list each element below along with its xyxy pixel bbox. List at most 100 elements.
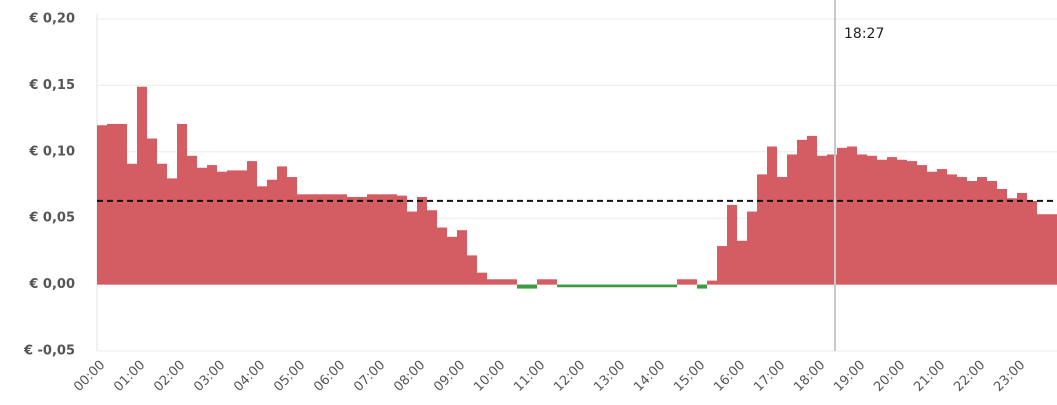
- x-tick-label: 19:00: [831, 358, 868, 395]
- x-tick-label: 00:00: [71, 358, 108, 395]
- bar: [487, 279, 497, 285]
- bar: [127, 163, 137, 285]
- bar: [297, 194, 307, 285]
- bar: [507, 279, 517, 285]
- x-tick-label: 20:00: [871, 358, 908, 395]
- x-tick-label: 02:00: [151, 358, 188, 395]
- bar: [617, 284, 627, 288]
- x-tick-label: 04:00: [231, 358, 268, 395]
- bar: [717, 246, 727, 285]
- bar: [287, 177, 297, 285]
- bar: [427, 210, 437, 285]
- y-tick-label: € 0,05: [28, 211, 75, 226]
- bar: [847, 146, 857, 285]
- bar: [597, 284, 607, 288]
- bar: [687, 279, 697, 285]
- bar: [697, 284, 707, 289]
- bar: [357, 196, 367, 285]
- x-tick-label: 17:00: [751, 358, 788, 395]
- x-tick-label: 23:00: [991, 358, 1028, 395]
- x-tick-label: 22:00: [951, 358, 988, 395]
- x-tick-label: 14:00: [631, 358, 668, 395]
- bar: [797, 139, 807, 285]
- bar: [967, 181, 977, 285]
- x-tick-label: 15:00: [671, 358, 708, 395]
- bar: [1007, 198, 1017, 285]
- bar: [407, 211, 417, 285]
- x-tick-label: 10:00: [471, 358, 508, 395]
- bar: [337, 194, 347, 285]
- x-tick-label: 05:00: [271, 358, 308, 395]
- y-tick-label: € 0,15: [28, 78, 75, 93]
- bar: [307, 194, 317, 285]
- bar: [767, 146, 777, 285]
- bar: [117, 123, 127, 285]
- x-tick-label: 13:00: [591, 358, 628, 395]
- bar: [1017, 192, 1027, 285]
- bar: [817, 155, 827, 285]
- bar: [557, 284, 567, 288]
- bar: [747, 211, 757, 285]
- bar: [417, 196, 427, 285]
- bar: [857, 154, 867, 285]
- x-tick-label: 01:00: [111, 358, 148, 395]
- bar: [1037, 214, 1047, 285]
- bar: [387, 194, 397, 285]
- bar: [207, 165, 217, 285]
- bar: [347, 196, 357, 285]
- bar: [877, 159, 887, 285]
- bar: [867, 155, 877, 285]
- bar: [607, 284, 617, 288]
- bar: [727, 204, 737, 285]
- bar: [377, 194, 387, 285]
- bar: [107, 123, 117, 285]
- bar: [987, 181, 997, 285]
- bar: [897, 159, 907, 285]
- bar: [187, 155, 197, 285]
- y-tick-label: € -0,05: [23, 344, 75, 359]
- bar: [237, 170, 247, 285]
- x-tick-label: 11:00: [511, 358, 548, 395]
- bar: [317, 194, 327, 285]
- x-tick-label: 06:00: [311, 358, 348, 395]
- time-marker-label: 18:27: [844, 26, 884, 42]
- bar: [737, 240, 747, 285]
- bar: [327, 194, 337, 285]
- bar: [167, 178, 177, 285]
- bar: [757, 174, 767, 285]
- bar: [707, 280, 717, 285]
- bar: [367, 194, 377, 285]
- x-tick-label: 09:00: [431, 358, 468, 395]
- bar: [217, 171, 227, 285]
- bar: [947, 174, 957, 285]
- bar: [477, 272, 487, 285]
- bar: [997, 188, 1007, 285]
- x-tick-label: 03:00: [191, 358, 228, 395]
- x-tick-label: 21:00: [911, 358, 948, 395]
- x-tick-label: 12:00: [551, 358, 588, 395]
- bar: [677, 279, 687, 285]
- bar: [147, 138, 157, 285]
- bar: [537, 279, 547, 285]
- bar: [457, 230, 467, 285]
- bar: [157, 163, 167, 285]
- bar: [267, 179, 277, 285]
- bar: [907, 161, 917, 285]
- bar: [827, 154, 837, 285]
- bar: [777, 177, 787, 285]
- bar: [517, 284, 527, 289]
- bar: [227, 170, 237, 285]
- bar: [957, 177, 967, 285]
- y-tick-label: € 0,20: [28, 12, 75, 27]
- bar: [647, 284, 657, 288]
- bar: [977, 177, 987, 285]
- y-tick-label: € 0,10: [28, 144, 75, 159]
- bar: [137, 86, 147, 285]
- bar: [667, 284, 677, 288]
- bar: [887, 157, 897, 285]
- bar: [1027, 200, 1037, 285]
- bar: [837, 147, 847, 285]
- bar: [467, 255, 477, 285]
- bar: [807, 135, 817, 285]
